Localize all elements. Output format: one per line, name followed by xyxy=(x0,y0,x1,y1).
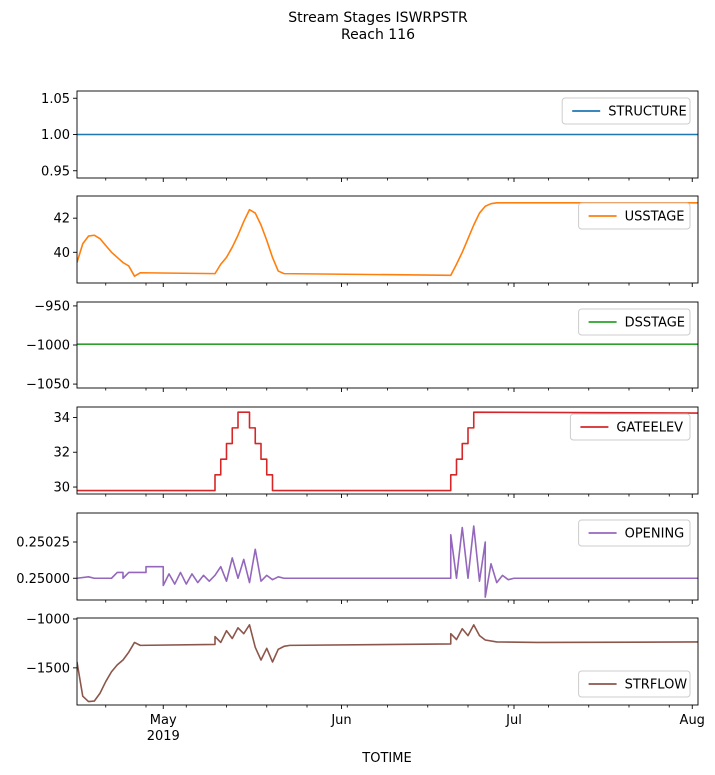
y-tick-label: 42 xyxy=(53,212,70,227)
legend-label: OPENING xyxy=(625,527,685,542)
legend-box xyxy=(561,97,691,125)
series-line-opening xyxy=(77,525,698,598)
panel-strflow: −1500 −1000 STRFLOW xyxy=(26,612,699,709)
legend-label: GATEELEV xyxy=(616,421,683,436)
legend: STRFLOW xyxy=(578,670,691,698)
panel-dsstage: −1050 −1000 −950 DSSTAGE xyxy=(26,299,699,393)
series-line-gateelev xyxy=(77,411,698,492)
chart-title-line-1: Stream Stages ISWRPSTR xyxy=(288,10,468,26)
y-tick-label: −1050 xyxy=(26,378,70,393)
y-tick-label: −1500 xyxy=(26,661,70,676)
x-tick-label: Aug xyxy=(680,713,705,728)
y-tick-label: 40 xyxy=(53,246,70,261)
legend-box xyxy=(578,202,691,230)
series-line-usstage xyxy=(77,202,698,277)
legend: OPENING xyxy=(578,519,691,547)
legend-label: USSTAGE xyxy=(625,210,685,225)
legend-box xyxy=(569,413,691,441)
legend-label: STRUCTURE xyxy=(608,105,687,120)
x-tick-label: May xyxy=(150,713,177,728)
y-tick-label: 0.25025 xyxy=(16,536,70,551)
y-tick-label: 0.95 xyxy=(41,164,70,179)
y-tick-label: 0.25000 xyxy=(16,572,70,587)
legend: DSSTAGE xyxy=(578,308,691,336)
x-axis-label: TOTIME xyxy=(361,751,411,766)
legend-box xyxy=(578,308,691,336)
panel-usstage: 40 42 USSTAGE xyxy=(53,195,699,287)
x-tick-sublabel: 2019 xyxy=(147,729,180,744)
legend-box xyxy=(578,519,691,547)
x-tick-label: Jun xyxy=(330,713,351,728)
panel-gateelev: 30 32 34 GATEELEV xyxy=(53,406,699,498)
legend: GATEELEV xyxy=(569,413,691,441)
legend: STRUCTURE xyxy=(561,97,691,125)
y-tick-label: 1.00 xyxy=(41,128,70,143)
series-line-strflow xyxy=(77,624,698,703)
x-tick-label: Jul xyxy=(505,713,522,728)
legend-box xyxy=(578,670,691,698)
y-tick-label: 30 xyxy=(53,481,70,496)
y-tick-label: −1000 xyxy=(26,339,70,354)
legend: USSTAGE xyxy=(578,202,691,230)
chart-title-line-2: Reach 116 xyxy=(341,27,415,43)
y-tick-label: −1000 xyxy=(26,612,70,627)
y-tick-label: 34 xyxy=(53,411,70,426)
y-tick-label: 32 xyxy=(53,446,70,461)
panel-structure: 0.95 1.00 1.05 STRUCTURE xyxy=(41,90,699,182)
legend-label: DSSTAGE xyxy=(625,316,685,331)
legend-label: STRFLOW xyxy=(625,678,688,693)
panel-opening: 0.25000 0.25025 OPENING xyxy=(16,512,699,604)
y-tick-label: 1.05 xyxy=(41,92,70,107)
y-tick-label: −950 xyxy=(34,299,70,314)
